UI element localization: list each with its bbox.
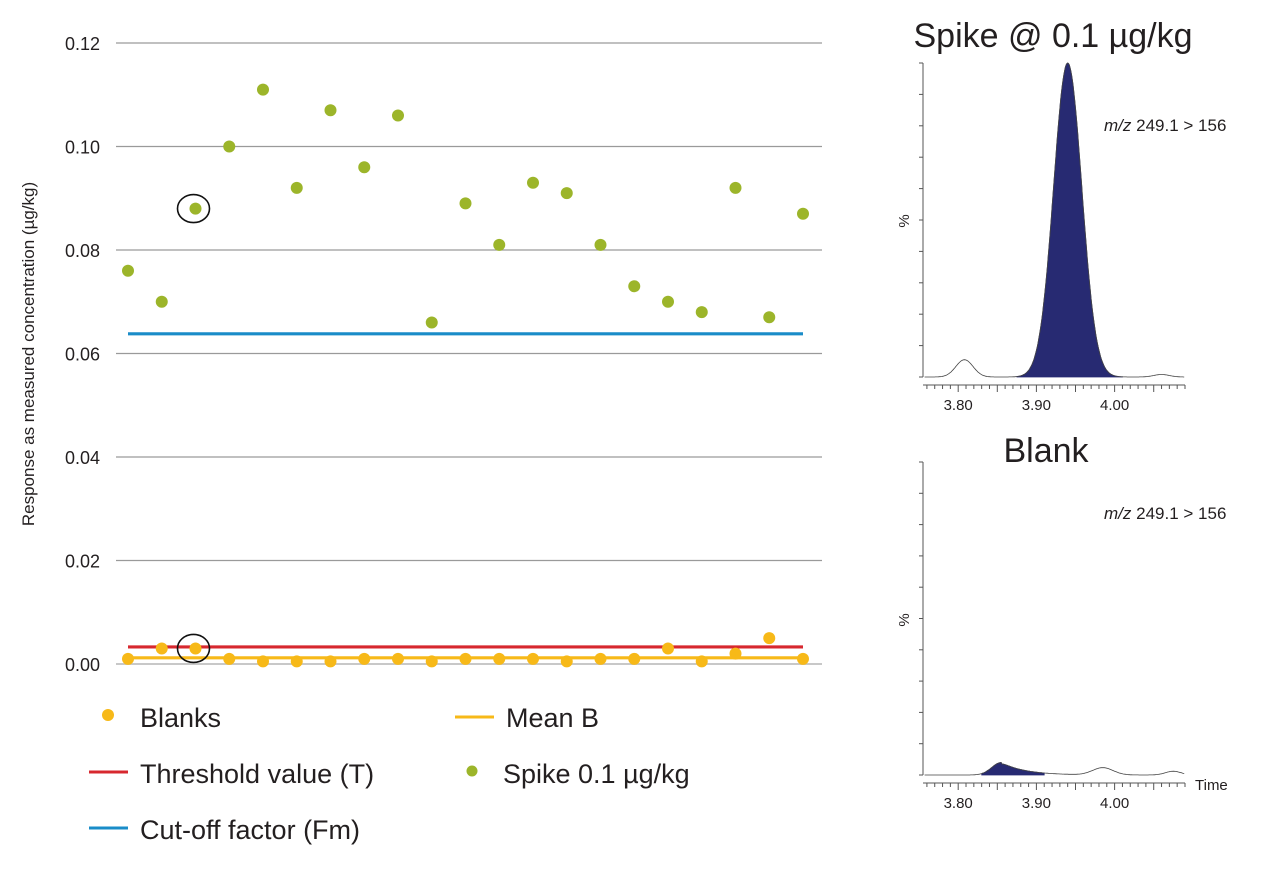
blank-point (324, 655, 337, 668)
spike-point (695, 306, 708, 319)
chromatogram-spike-y-label: % (896, 214, 913, 227)
legend-item-blanks: Blanks (102, 703, 221, 733)
y-tick-label: 0.02 (65, 552, 100, 572)
legend-label-threshold: Threshold value (T) (140, 759, 374, 789)
y-tick-label: 0.12 (65, 34, 100, 54)
chromatogram-spike-title: Spike @ 0.1 µg/kg (913, 17, 1192, 55)
spike-point (324, 104, 337, 117)
blank-point (797, 652, 809, 665)
blank-point (560, 655, 573, 668)
legend-dot-blanks (102, 709, 114, 721)
spike-point (763, 311, 776, 324)
blank-point (257, 655, 269, 668)
legend-label-mean-b: Mean B (506, 703, 599, 733)
gridlines (116, 42, 822, 665)
y-tick-label: 0.06 (65, 345, 100, 365)
chromatogram-blank: Blank m/z 249.1 > 156 % Time 3.80 3.90 4.0… (896, 432, 1228, 812)
spike-point (155, 295, 168, 308)
data-points (122, 83, 809, 668)
spike-point (628, 280, 641, 293)
spike-point (122, 264, 134, 277)
spike-point (527, 176, 539, 189)
y-axis-title: Response as measured concentration (µg/k… (19, 182, 38, 526)
blank-point (695, 655, 708, 668)
spike-point (290, 181, 303, 194)
spike-point (493, 238, 506, 251)
highlight-circle (176, 193, 211, 224)
blank-point (425, 655, 438, 668)
chrom-x-tick-label: 3.80 (944, 397, 973, 414)
chromatogram-blank-title: Blank (1003, 432, 1089, 470)
transition-value: 249.1 > 156 (1131, 504, 1226, 523)
spike-point (257, 83, 269, 96)
chrom-trace (924, 62, 1185, 378)
chromatogram-spike-transition: m/z 249.1 > 156 (1104, 116, 1226, 135)
blank-point (662, 642, 674, 655)
blank-point (122, 652, 134, 665)
spike-point (594, 238, 607, 251)
blank-point (527, 652, 539, 665)
transition-value: 249.1 > 156 (1131, 116, 1226, 135)
spike-point (729, 181, 742, 194)
highlight-circle (176, 633, 211, 664)
y-tick-label: 0.08 (65, 241, 100, 261)
legend-label-cutoff: Cut-off factor (Fm) (140, 815, 360, 845)
spike-point (662, 295, 674, 308)
spike-point (459, 197, 472, 210)
spike-point (392, 109, 404, 122)
reference-lines (128, 332, 803, 660)
chrom-integrated-peak (1016, 62, 1123, 378)
legend-item-mean-b: Mean B (455, 703, 599, 733)
blank-point (763, 632, 776, 645)
chrom-integrated-peak (981, 762, 1045, 776)
chromatogram-blank-transition: m/z 249.1 > 156 (1104, 504, 1226, 523)
highlight-circles (176, 193, 211, 664)
scatter-chart: 0.00 0.02 0.04 0.06 0.08 0.10 0.12 Response as… (19, 34, 822, 675)
blank-point (493, 652, 506, 665)
spike-point (797, 207, 809, 220)
chrom-x-tick-label: 4.00 (1100, 795, 1129, 812)
spike-point (358, 161, 371, 174)
chromatogram-spike: Spike @ 0.1 µg/kg m/z 249.1 > 156 % 3.80… (896, 17, 1226, 414)
blank-point (358, 652, 371, 665)
y-tick-label: 0.04 (65, 448, 100, 468)
chrom-trace (924, 762, 1185, 776)
chromatogram-blank-x-label: Time (1195, 777, 1228, 794)
blank-point (729, 647, 742, 660)
blank-point (594, 652, 607, 665)
legend: Blanks Mean B Threshold value (T) Spike … (89, 703, 690, 845)
blank-point (459, 652, 472, 665)
spike-point (560, 187, 573, 200)
y-axis-ticks: 0.00 0.02 0.04 0.06 0.08 0.10 0.12 (65, 34, 100, 675)
blank-point (290, 655, 303, 668)
chrom-x-tick-label: 3.80 (944, 795, 973, 812)
chromatogram-blank-y-label: % (896, 613, 913, 626)
spike-point (425, 316, 438, 329)
blank-point (392, 652, 404, 665)
chrom-x-tick-label: 3.90 (1022, 795, 1051, 812)
legend-item-threshold: Threshold value (T) (89, 759, 374, 789)
legend-label-spike: Spike 0.1 µg/kg (503, 759, 690, 789)
mz-label: m/z (1104, 116, 1132, 135)
chromatogram-blank-plot: 3.80 3.90 4.00 (919, 461, 1186, 812)
legend-item-spike: Spike 0.1 µg/kg (466, 759, 690, 789)
blank-point (223, 652, 236, 665)
spike-point (223, 140, 236, 153)
legend-label-blanks: Blanks (140, 703, 221, 733)
mz-label: m/z (1104, 504, 1132, 523)
spike-point (189, 202, 202, 215)
blank-point (628, 652, 641, 665)
y-tick-label: 0.00 (65, 655, 100, 675)
blank-point (155, 642, 168, 655)
chrom-x-tick-label: 3.90 (1022, 397, 1051, 414)
chrom-x-tick-label: 4.00 (1100, 397, 1129, 414)
blank-point (189, 642, 202, 655)
legend-item-cutoff: Cut-off factor (Fm) (89, 815, 360, 845)
y-tick-label: 0.10 (65, 138, 100, 158)
legend-dot-spike (466, 765, 478, 777)
chromatogram-spike-plot: 3.80 3.90 4.00 (919, 62, 1186, 414)
